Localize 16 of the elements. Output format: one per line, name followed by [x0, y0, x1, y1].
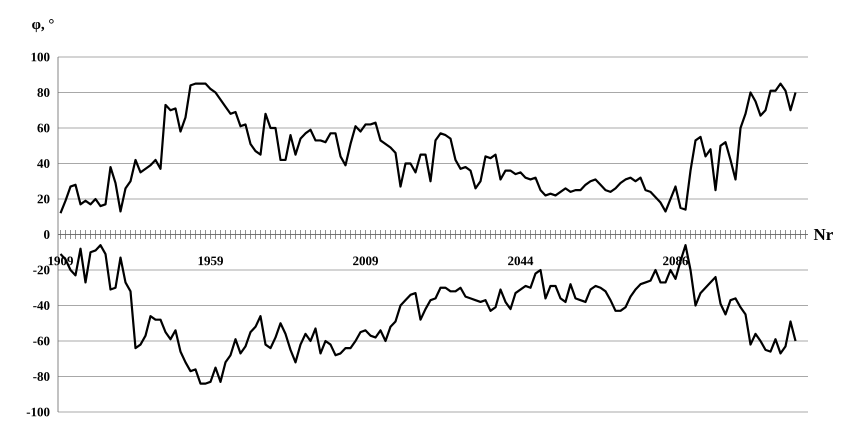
y-tick-label: 80 — [37, 88, 50, 97]
y-tick-label: 20 — [38, 194, 50, 204]
y-tick-label: -40 — [33, 301, 50, 310]
y-tick-label: -100 — [26, 408, 50, 416]
x-tick-label: 2044 — [508, 256, 534, 266]
y-tick-label: 100 — [32, 52, 50, 62]
x-axis-title: Nr — [814, 228, 833, 240]
y-tick-label: -80 — [33, 372, 50, 381]
x-tick-label: 1959 — [198, 256, 223, 266]
x-tick-label: 2009 — [353, 256, 378, 266]
y-tick-label: 60 — [37, 124, 50, 132]
y-tick-label: -60 — [33, 336, 50, 346]
y-tick-label: 0 — [44, 230, 50, 239]
y-tick-label: 40 — [37, 159, 50, 168]
y-tick-label: -20 — [33, 266, 50, 274]
y-axis-title: φ, ° — [32, 19, 54, 32]
